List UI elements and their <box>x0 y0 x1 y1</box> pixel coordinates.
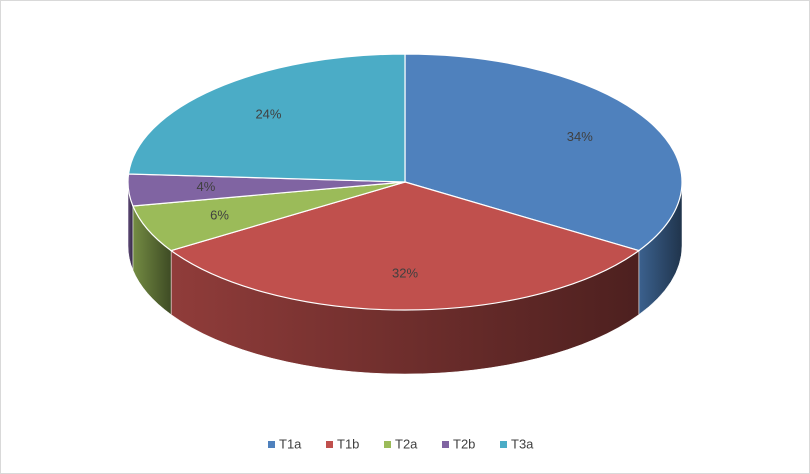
slice <box>404 53 683 252</box>
legend-swatch <box>268 441 275 448</box>
legend-swatch <box>442 441 449 448</box>
data-label: 32% <box>392 266 418 281</box>
slice <box>127 53 406 183</box>
data-label: 34% <box>567 129 593 144</box>
slice <box>169 181 641 311</box>
data-label: 4% <box>197 179 216 194</box>
legend-swatch <box>500 441 507 448</box>
legend-label: T2a <box>395 436 418 451</box>
legend-label: T3a <box>511 436 534 451</box>
legend-swatch <box>384 441 391 448</box>
data-label: 6% <box>210 207 229 222</box>
legend-swatch <box>326 441 333 448</box>
data-label: 24% <box>255 106 281 121</box>
legend-label: T2b <box>453 436 475 451</box>
legend-label: T1a <box>279 436 302 451</box>
legend-label: T1b <box>337 436 359 451</box>
